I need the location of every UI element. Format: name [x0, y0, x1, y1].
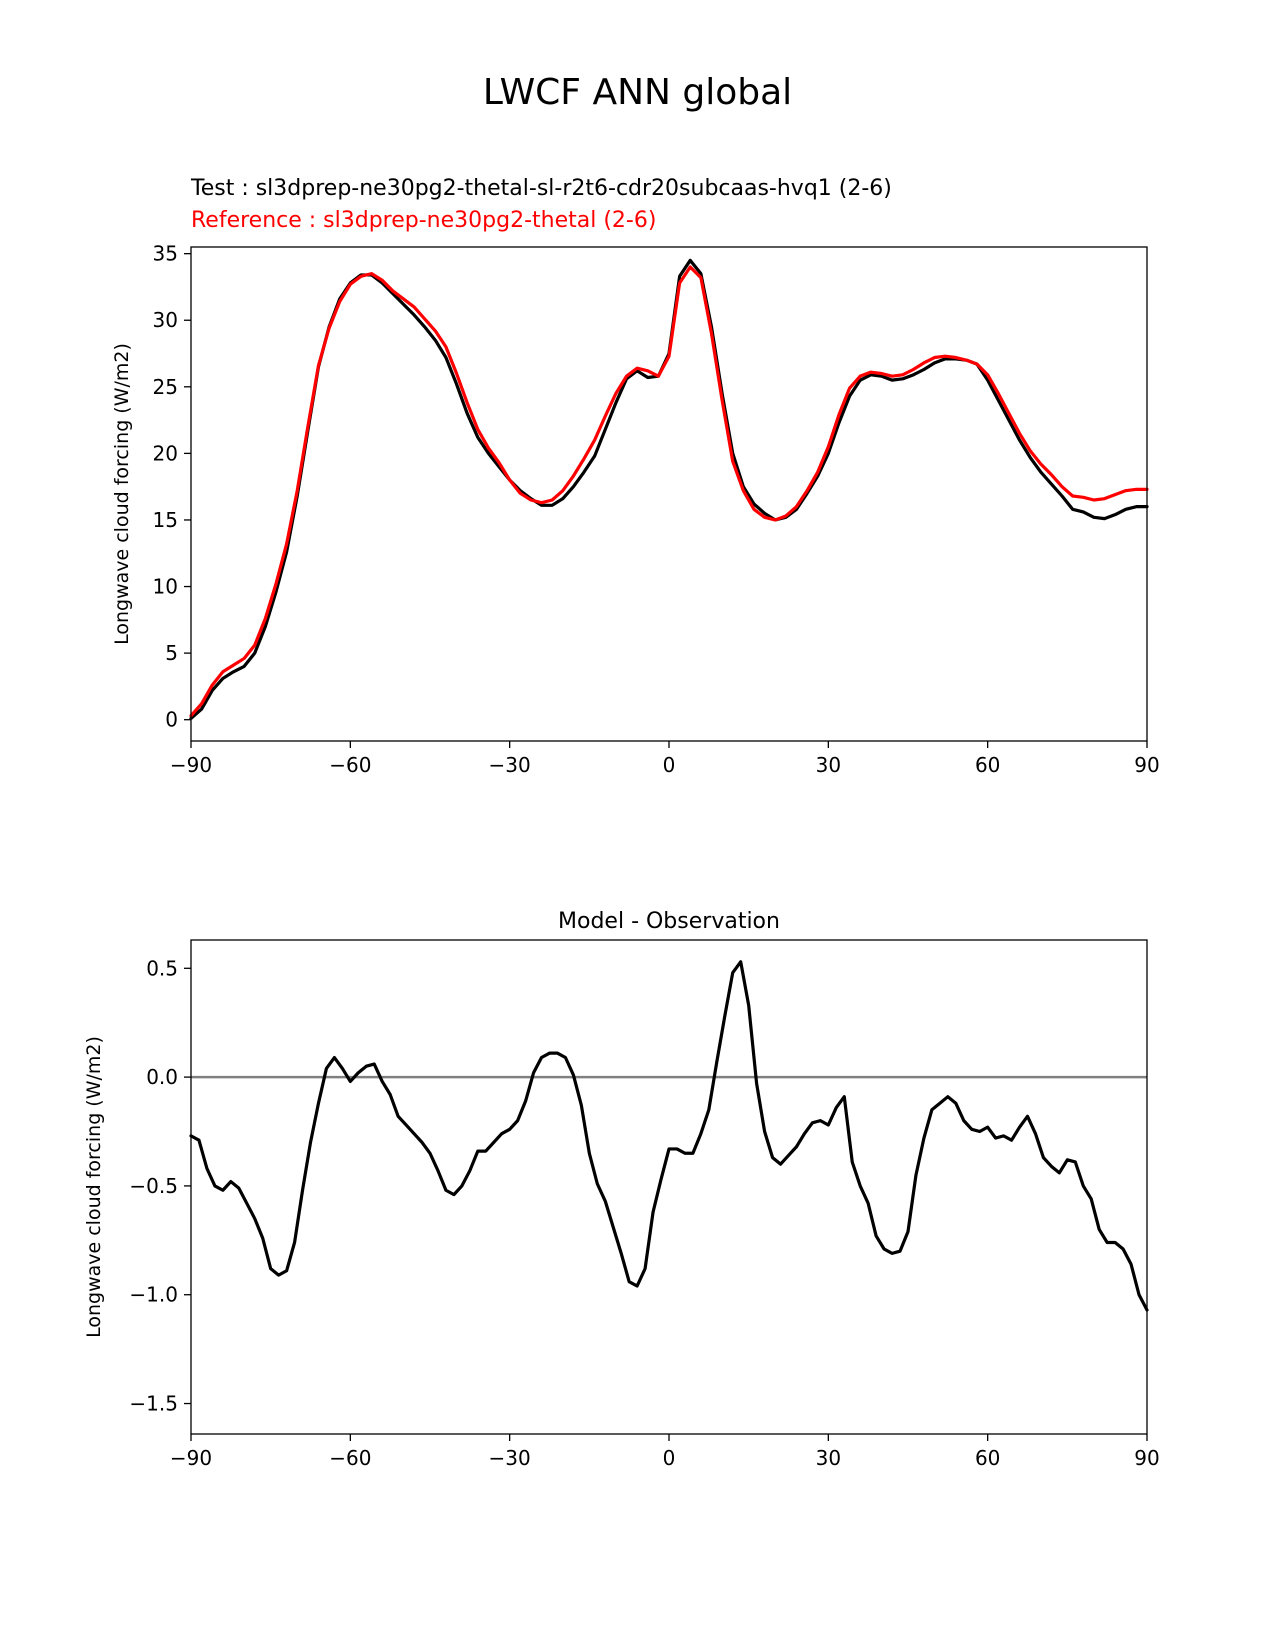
- x-tick-label: 60: [975, 753, 1000, 777]
- panel-title: Model - Observation: [558, 909, 780, 934]
- y-tick-label: 30: [153, 308, 178, 332]
- y-tick-label: −1.0: [129, 1283, 178, 1307]
- y-axis-label: Longwave cloud forcing (W/m2): [83, 1036, 105, 1338]
- x-tick-label: 90: [1134, 753, 1159, 777]
- y-tick-label: 15: [153, 508, 178, 532]
- x-tick-label: 90: [1134, 1446, 1159, 1470]
- y-tick-label: 20: [153, 441, 178, 465]
- x-tick-label: −30: [489, 1446, 531, 1470]
- series-line-test: [191, 260, 1147, 718]
- y-tick-label: 10: [153, 575, 178, 599]
- x-tick-label: 0: [663, 753, 676, 777]
- y-tick-label: 0: [165, 708, 178, 732]
- x-tick-label: 30: [816, 1446, 841, 1470]
- x-tick-label: 0: [663, 1446, 676, 1470]
- plot-frame: [191, 940, 1147, 1434]
- series-line-reference: [191, 267, 1147, 716]
- y-tick-label: 0.0: [146, 1065, 178, 1089]
- y-axis-label: Longwave cloud forcing (W/m2): [111, 343, 133, 645]
- y-tick-label: 0.5: [146, 956, 178, 980]
- plot-frame: [191, 247, 1147, 741]
- y-tick-label: 35: [153, 242, 178, 266]
- x-tick-label: −30: [489, 753, 531, 777]
- x-tick-label: −90: [170, 1446, 212, 1470]
- x-tick-label: −60: [329, 1446, 371, 1470]
- y-tick-label: −0.5: [129, 1174, 178, 1198]
- y-tick-label: 25: [153, 375, 178, 399]
- series-line-model-observation: [191, 962, 1147, 1310]
- x-tick-label: −60: [329, 753, 371, 777]
- y-tick-label: 5: [165, 641, 178, 665]
- x-tick-label: −90: [170, 753, 212, 777]
- x-tick-label: 30: [816, 753, 841, 777]
- y-tick-label: −1.5: [129, 1392, 178, 1416]
- panel-1: −90 −60 −30 0 30 60 90 0 5 10 15 20 25 30 35 Longwave c…: [111, 242, 1160, 777]
- chart-canvas: −90 −60 −30 0 30 60 90 0 5 10 15 20 25 30 35 Longwave c…: [0, 0, 1275, 1650]
- x-tick-label: 60: [975, 1446, 1000, 1470]
- panel-2: −90 −60 −30 0 30 60 90 0.5 0.0 −0.5 −1.0 −1.5 Longwa…: [83, 909, 1160, 1470]
